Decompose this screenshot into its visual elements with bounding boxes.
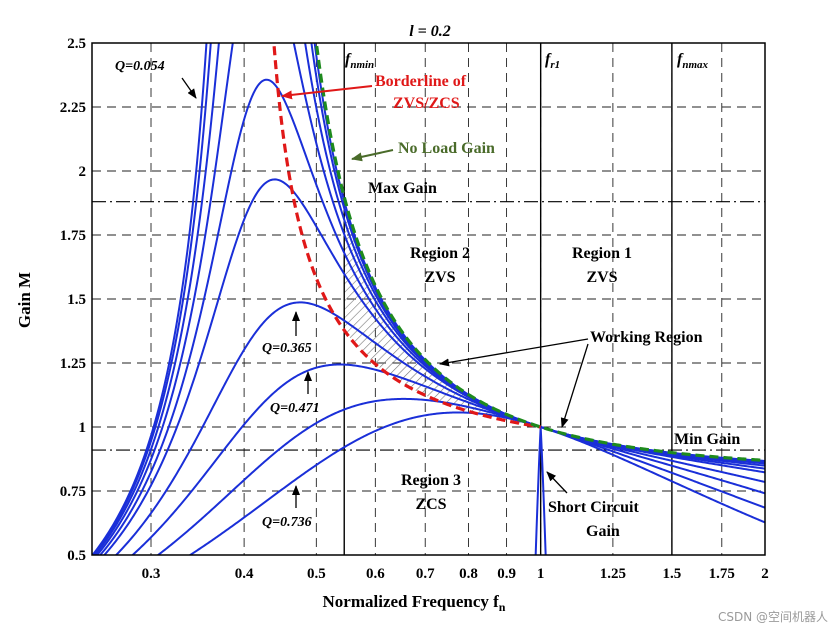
y-axis-title: Gain M	[15, 272, 34, 328]
x-tick-label: 0.8	[459, 566, 478, 582]
q-label-0054: Q=0.054	[115, 59, 165, 74]
y-tick-label: 2.5	[67, 36, 86, 52]
q-curve	[98, 78, 765, 555]
x-tick-label: 1	[537, 566, 545, 582]
x-tick-label: 0.5	[307, 566, 326, 582]
region-1-label: Region 1	[572, 245, 632, 262]
no-load-gain-curve	[314, 43, 765, 462]
max-gain-label: Max Gain	[368, 180, 437, 197]
q-label-0471: Q=0.471	[270, 401, 320, 416]
region-3-label: Region 3	[401, 472, 461, 489]
working-region-hatch	[344, 201, 541, 427]
y-tick-label: 1.75	[60, 228, 86, 244]
x-tick-labels: 0.3 0.4 0.5 0.6 0.7 0.8 0.9 1 1.25 1.5 1.75 2	[142, 566, 769, 582]
fr1-label: fr1	[545, 51, 560, 71]
y-tick-labels: 0.5 0.75 1 1.25 1.5 1.75 2 2.25 2.5	[60, 36, 86, 564]
y-tick-label: 1.5	[67, 292, 86, 308]
x-tick-label: 0.4	[235, 566, 254, 582]
chart-title: l = 0.2	[409, 23, 451, 40]
region-3-type: ZCS	[415, 496, 446, 513]
q-curve	[188, 411, 765, 555]
y-tick-label: 1.25	[60, 356, 86, 372]
x-axis-title: Normalized Frequency fn	[323, 592, 506, 614]
y-tick-label: 1	[79, 420, 87, 436]
borderline-arrow	[281, 85, 373, 100]
working-region-arrow-2	[560, 343, 589, 428]
region-2-label: Region 2	[410, 245, 470, 262]
plot-frame	[91, 42, 766, 556]
region-1-type: ZVS	[586, 269, 617, 286]
q-label-0365: Q=0.365	[262, 341, 312, 356]
y-tick-label: 0.5	[67, 548, 86, 564]
q-curves	[92, 43, 765, 555]
q-curve	[114, 301, 765, 555]
no-load-gain-label: No Load Gain	[398, 140, 495, 157]
borderline-label-1: Borderline of	[375, 73, 467, 90]
borderline-zvs-zcs-curve	[272, 43, 541, 429]
region-2-type: ZVS	[424, 269, 455, 286]
x-tick-label: 1.75	[709, 566, 735, 582]
short-circuit-label-1: Short Circuit	[548, 499, 639, 516]
y-tick-label: 2.25	[60, 100, 86, 116]
q-curve	[131, 363, 765, 555]
q-label-0736: Q=0.736	[262, 515, 312, 530]
q-arrow-0054	[181, 77, 197, 99]
y-tick-label: 0.75	[60, 484, 86, 500]
borderline-label-2: ZVS/ZCS	[393, 95, 460, 112]
q-curve	[103, 178, 765, 555]
working-region-arrow-1	[439, 338, 589, 367]
working-region-label: Working Region	[590, 329, 703, 346]
fnmin-label: fnmin	[345, 51, 374, 71]
x-tick-label: 0.3	[142, 566, 161, 582]
q-curve	[156, 397, 765, 555]
fnmax-label: fnmax	[677, 51, 709, 71]
no-load-gain-arrow	[351, 149, 394, 162]
x-tick-label: 0.6	[366, 566, 385, 582]
x-tick-label: 0.7	[416, 566, 435, 582]
x-tick-label: 0.9	[497, 566, 516, 582]
x-tick-label: 2	[761, 566, 769, 582]
min-gain-label: Min Gain	[674, 431, 740, 448]
x-tick-label: 1.5	[663, 566, 682, 582]
x-tick-label: 1.25	[600, 566, 626, 582]
short-circuit-label-2: Gain	[586, 523, 620, 540]
y-tick-label: 2	[79, 164, 87, 180]
short-circuit-arrow	[546, 471, 568, 494]
watermark: CSDN @空间机器人	[718, 610, 828, 624]
